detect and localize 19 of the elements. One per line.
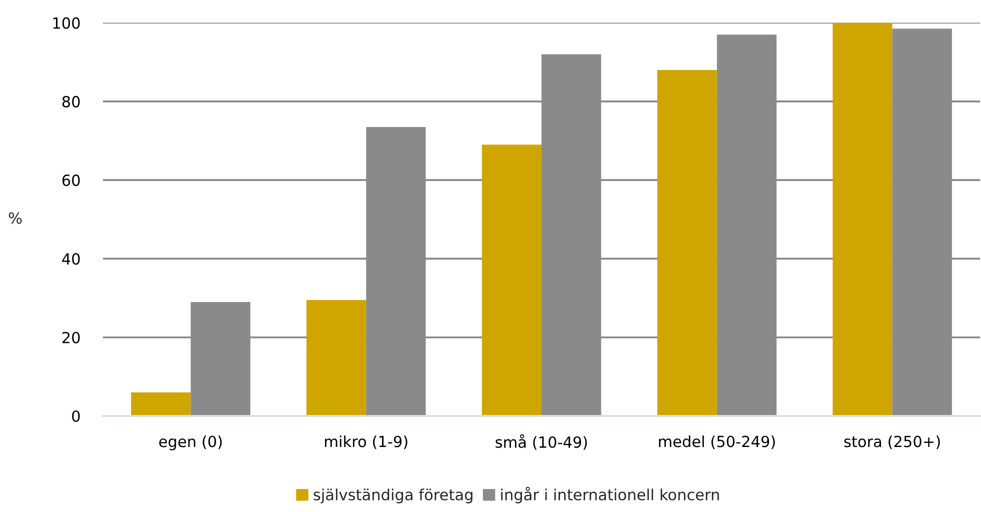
bar bbox=[657, 70, 717, 416]
x-tick-label: egen (0) bbox=[159, 435, 222, 450]
bar bbox=[482, 144, 542, 416]
y-tick-label: 0 bbox=[72, 410, 80, 422]
x-tick-label: stora (250+) bbox=[844, 435, 940, 450]
legend-label: självständiga företag bbox=[314, 488, 472, 504]
legend-label: ingår i internationell koncern bbox=[501, 486, 719, 504]
x-tick-label: medel (50-249) bbox=[659, 435, 775, 450]
x-tick-label: små (10-49) bbox=[496, 434, 587, 450]
y-tick-label: 100 bbox=[53, 17, 80, 29]
bar bbox=[131, 392, 191, 416]
bar bbox=[832, 22, 892, 416]
x-tick-label: mikro (1-9) bbox=[325, 435, 408, 450]
y-tick-label: 20 bbox=[62, 332, 80, 344]
y-axis-title: % bbox=[8, 212, 22, 224]
bar bbox=[306, 300, 366, 416]
y-tick-label: 80 bbox=[62, 96, 80, 108]
y-tick-label: 40 bbox=[62, 253, 80, 265]
y-tick-label: 60 bbox=[62, 174, 80, 186]
